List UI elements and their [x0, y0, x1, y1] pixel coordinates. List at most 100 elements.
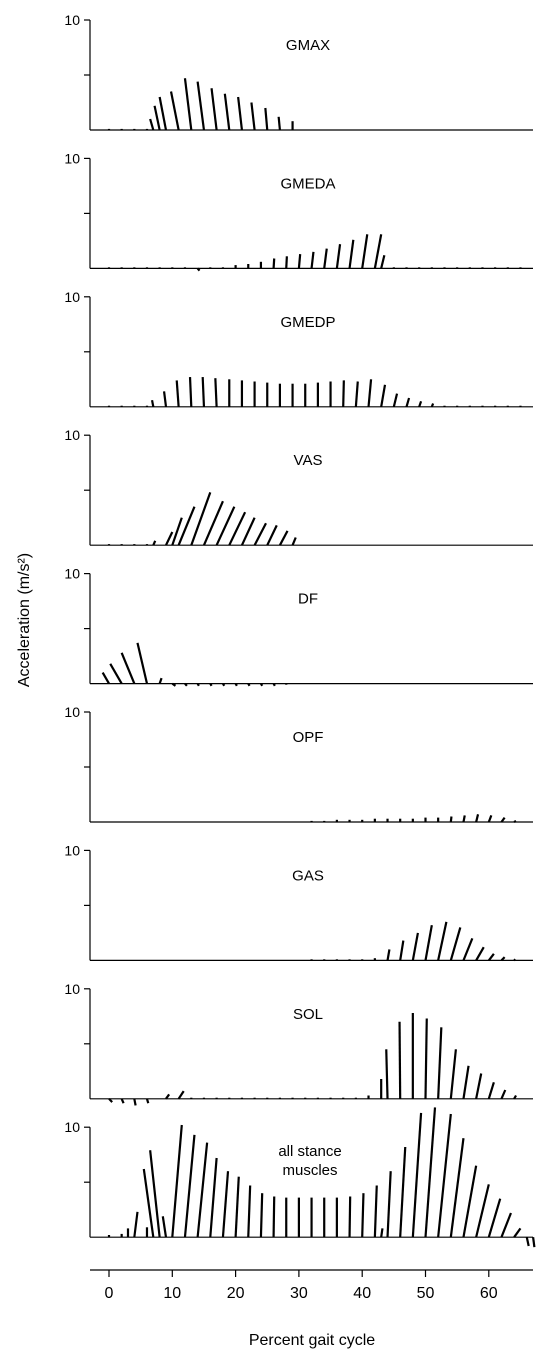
- gas-title: GAS: [292, 867, 324, 884]
- gmeda-vector: [335, 244, 342, 269]
- sol-vector: [500, 1089, 507, 1100]
- sol-vector: [449, 1049, 457, 1099]
- vas-vector: [266, 524, 278, 546]
- gmax-vector: [264, 107, 269, 131]
- all-stance-muscles-vector: [380, 1228, 384, 1238]
- df-vector: [171, 682, 177, 687]
- vas-vector: [152, 540, 157, 546]
- gmedp-vector: [367, 379, 373, 407]
- df-y-tick-label: 10: [64, 566, 80, 582]
- all-stance-muscles-vector: [373, 1185, 378, 1238]
- gas-vector: [487, 953, 495, 962]
- gmax-y-tick-label: 10: [64, 12, 80, 28]
- all-stance-muscles-title-line2: muscles: [282, 1162, 337, 1179]
- sol-vector: [398, 1021, 402, 1099]
- all-stance-muscles-vector: [500, 1212, 512, 1238]
- gmax-vector: [250, 102, 256, 131]
- sol-title: SOL: [293, 1006, 323, 1023]
- vas-vector: [278, 530, 289, 546]
- opf-vector: [449, 816, 453, 823]
- gmeda-vector: [285, 256, 288, 269]
- all-stance-muscles-vector: [386, 1171, 392, 1238]
- vas-y-tick-label: 10: [64, 427, 80, 443]
- gmax-vector: [210, 88, 218, 131]
- x-tick-label: 30: [290, 1285, 308, 1302]
- gmax-vector: [196, 81, 206, 131]
- gas-vector: [513, 958, 517, 962]
- gmax-vector: [237, 96, 244, 131]
- x-tick-label: 20: [227, 1285, 245, 1302]
- gmedp-vector: [392, 393, 399, 408]
- gas-vector: [462, 937, 474, 961]
- gmax-title: GMAX: [286, 37, 330, 54]
- df-vector: [209, 683, 213, 687]
- gmedp-vector: [201, 377, 206, 407]
- gmax-vector: [223, 93, 231, 131]
- gmedp-y-tick-label: 10: [64, 289, 80, 305]
- all-stance-muscles-vector: [171, 1124, 183, 1238]
- all-stance-muscles-vector: [133, 1211, 139, 1238]
- sol-vector: [424, 1018, 428, 1099]
- gmax-vector: [277, 116, 282, 131]
- all-stance-muscles-vector: [259, 1193, 264, 1238]
- all-stance-muscles-vector: [399, 1146, 407, 1238]
- all-stance-muscles-vector: [234, 1176, 240, 1238]
- x-tick-label: 60: [480, 1285, 498, 1302]
- all-stance-muscles-title-line1: all stance: [278, 1143, 341, 1160]
- gmedp-vector: [430, 403, 435, 408]
- gmeda-vector: [272, 258, 276, 269]
- df-vector: [196, 683, 200, 687]
- gmeda-vector: [323, 248, 328, 269]
- gas-vector: [475, 946, 485, 961]
- all-stance-muscles-vector: [183, 1134, 196, 1238]
- all-stance-muscles-vector: [348, 1196, 352, 1238]
- x-tick-label: 10: [163, 1285, 181, 1302]
- sol-vector: [133, 1098, 137, 1106]
- all-stance-muscles-vector: [487, 1198, 502, 1238]
- all-stance-muscles-vector: [449, 1138, 465, 1238]
- gmeda-title: GMEDA: [280, 175, 335, 192]
- all-stance-muscles-vector: [411, 1112, 423, 1238]
- vas-vector: [253, 522, 267, 546]
- gmax-vector: [158, 96, 168, 131]
- sol-vector: [487, 1081, 495, 1100]
- gmeda-vector: [373, 234, 383, 269]
- gas-vector: [399, 940, 405, 961]
- sol-vector: [120, 1098, 125, 1104]
- sol-vector: [165, 1093, 171, 1100]
- df-vector: [184, 682, 188, 687]
- gmedp-vector: [380, 384, 387, 407]
- y-axis-label: Acceleration (m/s²): [16, 553, 33, 687]
- vas-vector: [228, 511, 247, 546]
- all-stance-muscles-vector: [513, 1227, 522, 1238]
- gmax-vector: [153, 105, 161, 131]
- sol-vector: [462, 1065, 470, 1099]
- opf-y-tick-label: 10: [64, 704, 80, 720]
- df-vector: [272, 683, 276, 687]
- gas-vector: [437, 921, 448, 961]
- vas-vector: [177, 506, 196, 546]
- all-stance-muscles-vector: [221, 1171, 230, 1238]
- gas-vector: [424, 925, 433, 961]
- opf-vector: [500, 816, 506, 823]
- gmeda-y-tick-label: 10: [64, 150, 80, 166]
- opf-title: OPF: [293, 729, 324, 746]
- all-stance-muscles-vector: [209, 1157, 218, 1238]
- x-tick-label: 50: [417, 1285, 435, 1302]
- sol-vector: [385, 1049, 389, 1099]
- all-stance-muscles-vector: [424, 1107, 437, 1238]
- gmeda-vector: [361, 234, 369, 269]
- all-stance-muscles-vector: [272, 1196, 276, 1238]
- gmedp-vector: [354, 381, 359, 407]
- gmeda-vector: [310, 251, 315, 269]
- all-stance-muscles-vector: [142, 1168, 155, 1238]
- all-stance-muscles-vector: [437, 1113, 452, 1238]
- gmedp-vector: [188, 377, 193, 407]
- gmedp-vector: [162, 391, 168, 407]
- all-stance-muscles-vector: [475, 1184, 490, 1238]
- gas-y-tick-label: 10: [64, 842, 80, 858]
- df-vector: [120, 652, 136, 685]
- sol-vector: [177, 1090, 185, 1100]
- x-tick-label: 0: [105, 1285, 114, 1302]
